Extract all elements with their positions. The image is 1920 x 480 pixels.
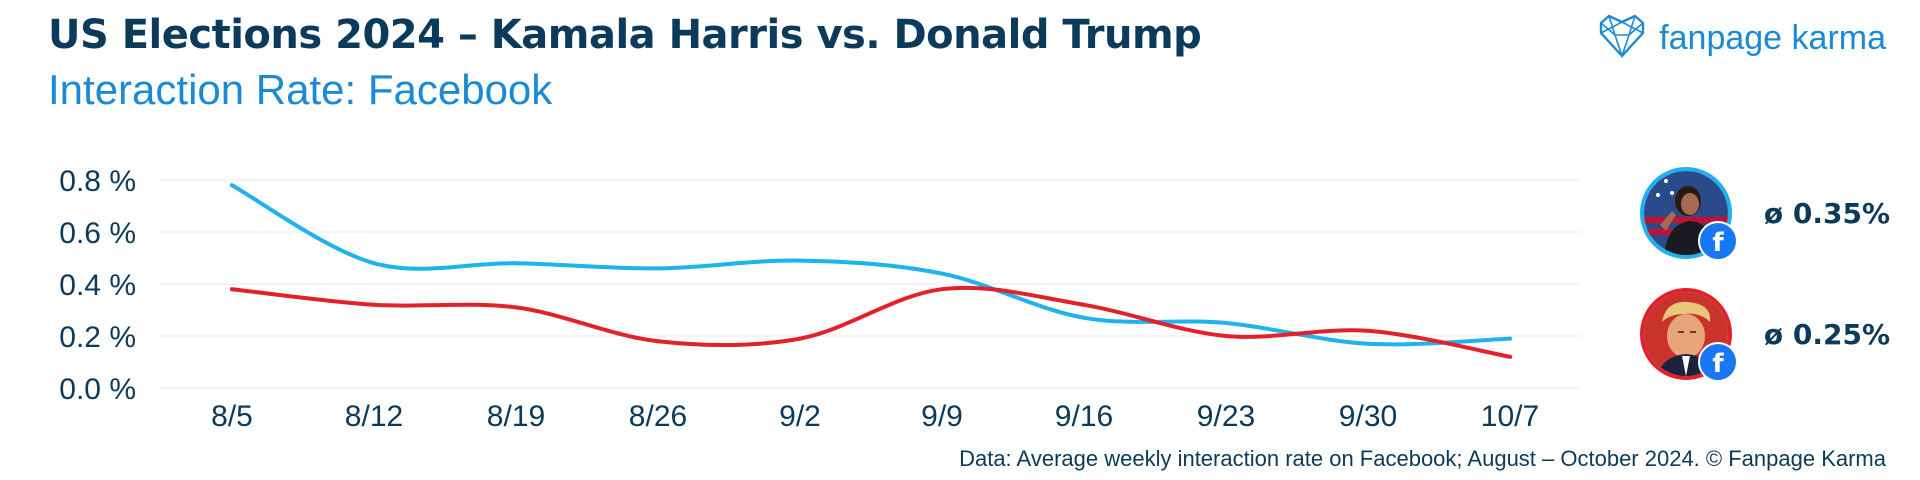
x-tick-label: 9/30: [1339, 400, 1397, 433]
x-tick-label: 9/16: [1055, 400, 1113, 433]
series-line-trump: [230, 285, 1512, 359]
y-tick-label: 0.4 %: [59, 269, 136, 302]
y-tick-label: 0.8 %: [59, 165, 136, 198]
data-point: [940, 271, 944, 276]
data-point: [1366, 341, 1370, 346]
data-point: [1082, 315, 1086, 320]
data-point: [372, 261, 376, 266]
brand-logo[interactable]: fanpage karma: [1597, 14, 1886, 62]
data-point: [1224, 321, 1228, 325]
series-line-harris: [230, 183, 1512, 347]
data-point: [230, 183, 234, 188]
series-lines: [230, 183, 1512, 359]
y-axis: 0.0 % 0.2 % 0.4 % 0.6 % 0.8 %: [59, 165, 136, 406]
chart-title: US Elections 2024 – Kamala Harris vs. Do…: [48, 12, 1202, 58]
facebook-icon: f: [1698, 221, 1738, 261]
x-tick-label: 9/23: [1197, 400, 1255, 433]
x-tick-label: 9/2: [779, 400, 821, 433]
data-point: [798, 336, 802, 341]
y-tick-label: 0.2 %: [59, 321, 136, 354]
x-tick-label: 8/12: [345, 400, 403, 433]
data-point: [1224, 334, 1228, 338]
average-trump: f ø 0.25%: [1640, 284, 1890, 384]
x-tick-label: 8/26: [629, 400, 687, 433]
chart-grid: [160, 179, 1580, 389]
data-point: [1508, 354, 1512, 359]
data-point: [230, 287, 234, 292]
data-point: [940, 287, 944, 292]
data-point: [514, 305, 518, 310]
y-tick-label: 0.6 %: [59, 217, 136, 250]
data-point: [656, 266, 660, 271]
heart-network-icon: [1597, 13, 1647, 64]
data-point: [798, 258, 802, 263]
x-tick-label: 10/7: [1481, 400, 1539, 433]
data-point: [656, 339, 660, 344]
source-note: Data: Average weekly interaction rate on…: [959, 446, 1886, 471]
avatar-harris: [1640, 167, 1732, 259]
data-point: [514, 261, 518, 266]
average-value-trump: ø 0.25%: [1763, 317, 1890, 351]
average-harris: f ø 0.35%: [1640, 163, 1890, 263]
facebook-icon: f: [1698, 342, 1738, 382]
data-point: [372, 302, 376, 307]
x-tick-label: 9/9: [921, 400, 963, 433]
average-value-harris: ø 0.35%: [1763, 196, 1890, 230]
chart-subtitle: Interaction Rate: Facebook: [48, 66, 553, 113]
data-point: [1082, 302, 1086, 307]
x-axis: 8/5 8/12 8/19 8/26 9/2 9/9 9/16 9/23 9/30 10/7: [211, 400, 1539, 433]
y-tick-label: 0.0 %: [59, 373, 136, 406]
data-point: [1508, 336, 1512, 341]
data-point: [1366, 328, 1370, 333]
brand-name: fanpage karma: [1659, 18, 1886, 57]
x-tick-label: 8/5: [211, 400, 253, 433]
x-tick-label: 8/19: [487, 400, 545, 433]
